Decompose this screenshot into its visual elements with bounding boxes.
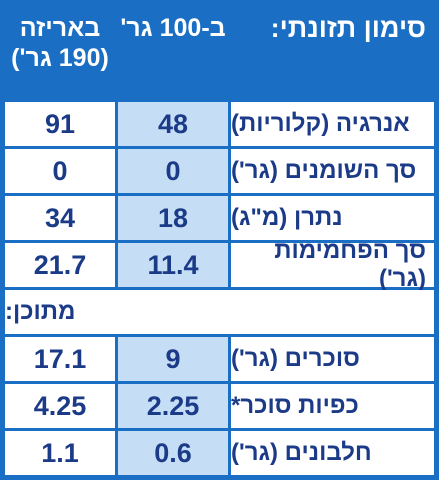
subheading: מתוכן: — [5, 290, 434, 334]
package-value: 1.1 — [5, 431, 115, 475]
nutrient-label: סוכרים (גר') — [231, 337, 434, 381]
package-value: 0 — [5, 149, 115, 193]
nutrient-label: סך השומנים (גר') — [231, 149, 434, 193]
per-100-value: 18 — [118, 196, 228, 240]
nutrient-label: חלבונים (גר') — [231, 431, 434, 475]
per-100-value: 0 — [118, 149, 228, 193]
nutrient-label: אנרגיה (קלוריות) — [231, 102, 434, 146]
nutrient-label: כפיות סוכר* — [231, 384, 434, 428]
nutrient-label: סך הפחמימות (גר') — [231, 237, 434, 292]
per-100-value: 2.25 — [118, 384, 228, 428]
nutrient-label: נתרן (מ"ג) — [231, 196, 434, 240]
package-value: 17.1 — [5, 337, 115, 381]
header-package-size: (190 גר') — [11, 44, 109, 72]
package-value: 4.25 — [5, 384, 115, 428]
package-value: 34 — [5, 196, 115, 240]
header-per-100: ב-100 גר' — [118, 5, 228, 99]
per-100-value: 9 — [118, 337, 228, 381]
per-100-value: 0.6 — [118, 431, 228, 475]
header-title-cell: סימון תזונתי: — [231, 5, 434, 99]
header-package: באריזה (190 גר') — [5, 5, 115, 99]
package-value: 21.7 — [5, 243, 115, 287]
per-100-value: 48 — [118, 102, 228, 146]
per-100-value: 11.4 — [118, 243, 228, 287]
header-package-text: באריזה — [19, 14, 101, 42]
header-title: סימון תזונתי: — [270, 13, 426, 43]
package-value: 91 — [5, 102, 115, 146]
header-per-100-text: ב-100 גר' — [120, 14, 226, 42]
